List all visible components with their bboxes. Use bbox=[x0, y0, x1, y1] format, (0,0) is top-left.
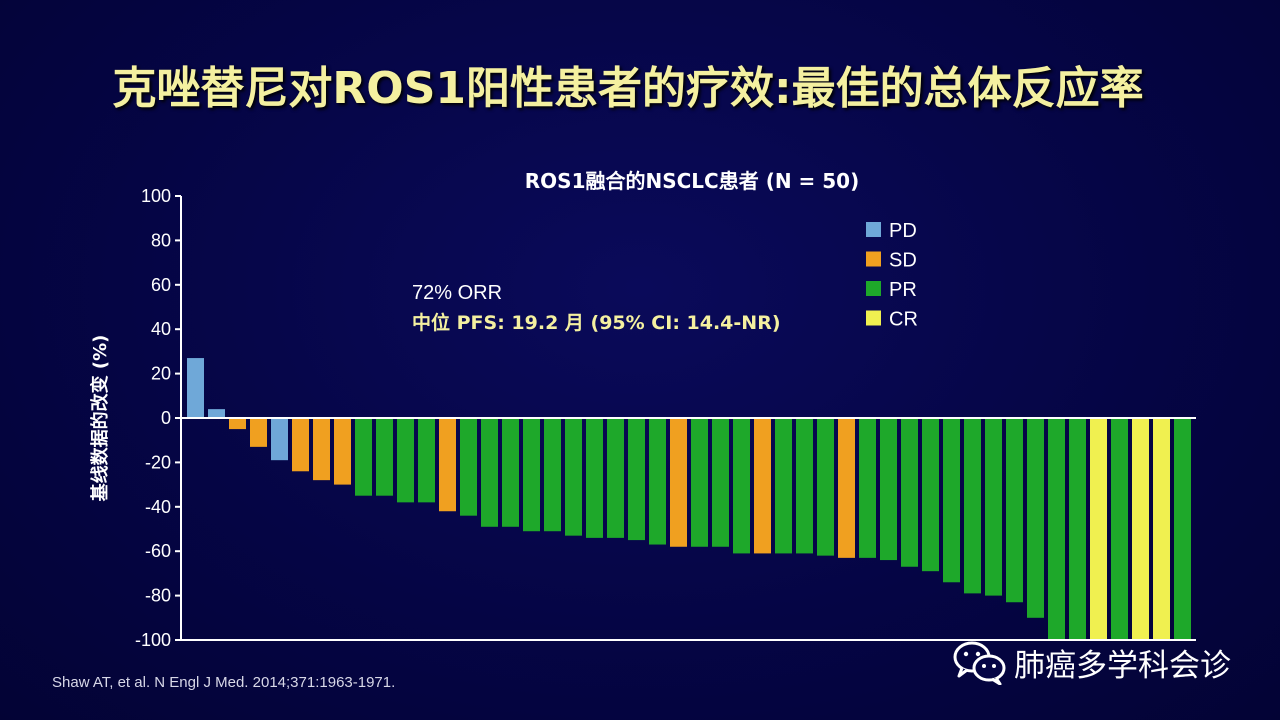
legend-label-cr: CR bbox=[889, 309, 918, 331]
legend-swatch-sd bbox=[866, 251, 881, 267]
bar-pr bbox=[1006, 418, 1023, 603]
bar-sd bbox=[313, 418, 330, 481]
legend-swatch-pr bbox=[866, 281, 881, 296]
y-tick-label: 100 bbox=[141, 186, 171, 206]
bar-pd bbox=[187, 358, 204, 418]
pfs-annotation: 中位 PFS: 19.2 月 (95% CI: 14.4-NR) bbox=[412, 311, 781, 334]
legend-swatch-cr bbox=[866, 310, 881, 326]
bar-pr bbox=[733, 418, 750, 554]
bar-sd bbox=[250, 418, 267, 447]
chart-title: ROS1融合的NSCLC患者 (N = 50) bbox=[525, 169, 859, 193]
y-tick-label: 60 bbox=[151, 275, 171, 295]
y-tick-label: -20 bbox=[145, 452, 171, 472]
bar-pr bbox=[502, 418, 519, 527]
y-tick-label: 40 bbox=[151, 319, 171, 339]
wechat-icon bbox=[953, 641, 1006, 685]
bar-sd bbox=[838, 418, 855, 558]
bar-sd bbox=[754, 418, 771, 554]
y-tick-label: -100 bbox=[135, 630, 171, 650]
bar-pr bbox=[817, 418, 834, 556]
legend-label-sd: SD bbox=[889, 250, 917, 272]
bar-pr bbox=[565, 418, 582, 536]
watermark-text: 肺癌多学科会诊 bbox=[1014, 647, 1231, 684]
bar-pd bbox=[271, 418, 288, 461]
bar-sd bbox=[292, 418, 309, 472]
bar-pr bbox=[628, 418, 645, 541]
bar-pr bbox=[985, 418, 1002, 596]
bar-pr bbox=[355, 418, 372, 496]
watermark: 肺癌多学科会诊 bbox=[952, 636, 1231, 688]
bar-sd bbox=[229, 418, 246, 430]
bar-pr bbox=[712, 418, 729, 547]
citation: Shaw AT, et al. N Engl J Med. 2014;371:1… bbox=[52, 674, 396, 691]
bar-sd bbox=[670, 418, 687, 547]
y-tick-label: -60 bbox=[145, 541, 171, 561]
y-axis-label: 基线数据的改变 (%) bbox=[89, 335, 111, 503]
bar-pr bbox=[376, 418, 393, 496]
y-axis-ticks: 100 80 60 40 20 0 -20 -40 -60 -80 -100 bbox=[135, 186, 181, 650]
bar-pr bbox=[481, 418, 498, 527]
y-tick-label: -80 bbox=[145, 586, 171, 606]
bar-pr bbox=[775, 418, 792, 554]
y-tick-label: 80 bbox=[151, 230, 171, 250]
bar-pr bbox=[649, 418, 666, 545]
bar-pr bbox=[964, 418, 981, 594]
bar-pr bbox=[691, 418, 708, 547]
bar-pr bbox=[418, 418, 435, 503]
bar-pr bbox=[586, 418, 603, 538]
legend-label-pr: PR bbox=[889, 279, 917, 301]
bar-pr bbox=[544, 418, 561, 532]
y-tick-label: 0 bbox=[161, 408, 171, 428]
bar-pr bbox=[397, 418, 414, 503]
bar-sd bbox=[334, 418, 351, 485]
bar-sd bbox=[439, 418, 456, 512]
bar-pr bbox=[922, 418, 939, 572]
bar-cr bbox=[1132, 418, 1149, 640]
orr-annotation: 72% ORR bbox=[412, 282, 502, 304]
bar-pr bbox=[796, 418, 813, 554]
bar-pr bbox=[460, 418, 477, 516]
bar-pr bbox=[859, 418, 876, 558]
bars-group bbox=[187, 358, 1191, 640]
legend-swatch-pd bbox=[866, 222, 881, 237]
y-tick-label: -40 bbox=[145, 497, 171, 517]
bar-pd bbox=[208, 409, 225, 418]
bar-pr bbox=[943, 418, 960, 583]
bar-pr bbox=[1027, 418, 1044, 618]
bar-cr bbox=[1090, 418, 1107, 640]
bar-cr bbox=[1153, 418, 1170, 640]
bar-pr bbox=[523, 418, 540, 532]
bar-pr bbox=[901, 418, 918, 567]
bar-pr bbox=[1111, 418, 1128, 640]
bar-pr bbox=[1048, 418, 1065, 640]
y-tick-label: 20 bbox=[151, 364, 171, 384]
bar-pr bbox=[1069, 418, 1086, 640]
legend-label-pd: PD bbox=[889, 220, 917, 242]
bar-pr bbox=[880, 418, 897, 561]
slide-title: 克唑替尼对ROS1阳性患者的疗效:最佳的总体反应率 bbox=[112, 63, 1144, 114]
bar-pr bbox=[607, 418, 624, 538]
bar-pr bbox=[1174, 418, 1191, 640]
legend: PD SD PR CR bbox=[866, 220, 918, 331]
